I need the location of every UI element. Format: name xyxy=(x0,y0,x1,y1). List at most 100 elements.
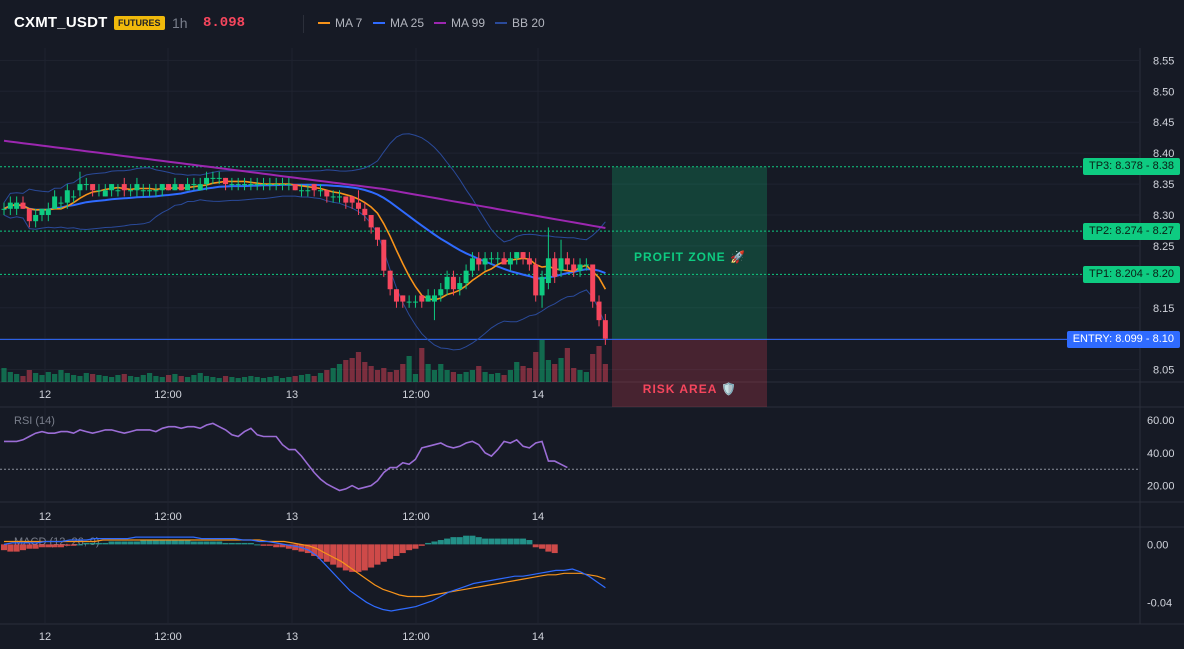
legend-ma7-swatch xyxy=(318,22,330,24)
volume-bar xyxy=(273,376,279,382)
candle-body xyxy=(159,184,165,191)
volume-bar xyxy=(90,374,96,382)
macd-pane[interactable]: MACD (12, 26, 9) 0.00-0.04 xyxy=(1,535,1172,612)
time-tick-label: 13 xyxy=(286,631,298,643)
macd-histogram-bar xyxy=(51,544,58,548)
candle-body xyxy=(571,264,577,271)
candle-body xyxy=(412,301,418,303)
volume-bar xyxy=(26,370,32,382)
legend-ma99-swatch xyxy=(434,22,446,24)
symbol-name[interactable]: CXMT_USDT xyxy=(14,14,108,31)
volume-bar xyxy=(476,366,482,382)
legend-ma25[interactable]: MA 25 xyxy=(373,16,424,30)
macd-histogram-bar xyxy=(488,538,495,545)
candle-body xyxy=(64,190,70,203)
chart-header: CXMT_USDT FUTURES 1h 8.098 MA 7 MA 25 MA… xyxy=(0,0,1184,48)
volume-bar xyxy=(526,368,532,382)
candle-body xyxy=(261,184,267,186)
candle-body xyxy=(318,190,323,192)
macd-histogram-bar xyxy=(140,540,147,545)
macd-histogram-bar xyxy=(152,540,159,545)
macd-histogram-bar xyxy=(336,544,343,568)
candle-body xyxy=(210,177,216,179)
legend-ma7[interactable]: MA 7 xyxy=(318,16,362,30)
volume-bar xyxy=(172,374,178,382)
rsi-tick-label: 20.00 xyxy=(1147,481,1175,493)
legend-bb20[interactable]: BB 20 xyxy=(495,16,545,30)
volume-bar xyxy=(545,360,551,382)
macd-histogram-bar xyxy=(501,538,508,545)
macd-histogram-bar xyxy=(406,544,413,551)
time-tick-label: 14 xyxy=(532,631,544,643)
macd-histogram-bar xyxy=(526,540,533,545)
candle-body xyxy=(514,252,520,259)
macd-histogram-bar xyxy=(304,544,311,554)
candle-body xyxy=(223,177,229,185)
time-tick-label: 12 xyxy=(39,631,51,643)
volume-bar xyxy=(178,376,184,382)
timeframe-label[interactable]: 1h xyxy=(172,15,188,31)
candle-body xyxy=(204,177,210,185)
macd-histogram-bar xyxy=(456,537,463,545)
macd-histogram-bar xyxy=(235,542,242,545)
volume-bar xyxy=(58,370,64,382)
level-price-box[interactable]: ENTRY: 8.099 - 8.10 xyxy=(1066,330,1180,348)
macd-histogram-bar xyxy=(437,540,444,545)
candle-body xyxy=(539,276,545,296)
candle-body xyxy=(197,184,203,191)
volume-bar xyxy=(14,374,20,382)
level-price-box[interactable]: TP1: 8.204 - 8.20 xyxy=(1083,265,1180,283)
candle-body xyxy=(166,184,172,191)
price-tick-label: 8.25 xyxy=(1153,241,1174,253)
price-axes: 8.058.108.158.208.258.308.358.408.458.50… xyxy=(39,55,1175,643)
volume-bar xyxy=(412,374,419,382)
ma25-line xyxy=(3,183,606,280)
macd-histogram-bar xyxy=(475,537,482,545)
macd-histogram-bar xyxy=(102,542,109,545)
candle-body xyxy=(254,184,260,186)
volume-bar xyxy=(400,364,406,382)
candle-body xyxy=(90,184,96,191)
candle-body xyxy=(526,258,532,265)
macd-histogram-bar xyxy=(317,544,324,559)
macd-histogram-bar xyxy=(45,544,52,548)
candle-body xyxy=(507,258,513,265)
volume-bar xyxy=(602,364,608,382)
rsi-pane[interactable]: RSI (14) 20.00 40.00 60.00 xyxy=(0,415,1175,493)
candle-body xyxy=(590,264,596,302)
volume-bar xyxy=(495,373,501,382)
level-price-box[interactable]: TP3: 8.378 - 8.38 xyxy=(1083,158,1180,176)
time-tick-label: 13 xyxy=(286,389,298,401)
volume-bar xyxy=(77,376,83,382)
macd-histogram-bar xyxy=(431,541,438,545)
macd-histogram-bar xyxy=(444,538,451,545)
volume-bar xyxy=(96,375,102,382)
volume-bar xyxy=(520,366,526,382)
legend-ma99[interactable]: MA 99 xyxy=(434,16,485,30)
macd-tick-label: -0.04 xyxy=(1147,597,1172,609)
candle-body xyxy=(558,258,564,271)
price-tick-label: 8.50 xyxy=(1153,86,1174,98)
risk-zone xyxy=(612,339,767,407)
candle-body xyxy=(419,295,425,302)
macd-histogram-bar xyxy=(285,544,292,549)
volume-bar xyxy=(387,372,393,382)
time-tick-label: 13 xyxy=(286,511,298,523)
volume-bar xyxy=(298,375,305,382)
candle-body xyxy=(381,239,387,271)
rsi-line xyxy=(4,422,568,492)
volume-bar xyxy=(159,377,165,382)
volume-bar xyxy=(235,378,241,382)
level-price-box[interactable]: TP2: 8.274 - 8.27 xyxy=(1083,222,1180,240)
candle-body xyxy=(444,276,450,290)
macd-histogram-bar xyxy=(393,544,400,556)
macd-histogram-bar xyxy=(532,544,539,548)
macd-histogram-bar xyxy=(76,544,83,546)
price-pane[interactable]: PROFIT ZONE 🚀 RISK AREA 🛡️ xyxy=(0,133,1140,407)
volume-bar xyxy=(7,372,13,382)
macd-histogram-bar xyxy=(1,544,7,551)
time-tick-label: 12:00 xyxy=(154,389,182,401)
candle-body xyxy=(355,202,361,209)
candle-body xyxy=(83,184,89,186)
